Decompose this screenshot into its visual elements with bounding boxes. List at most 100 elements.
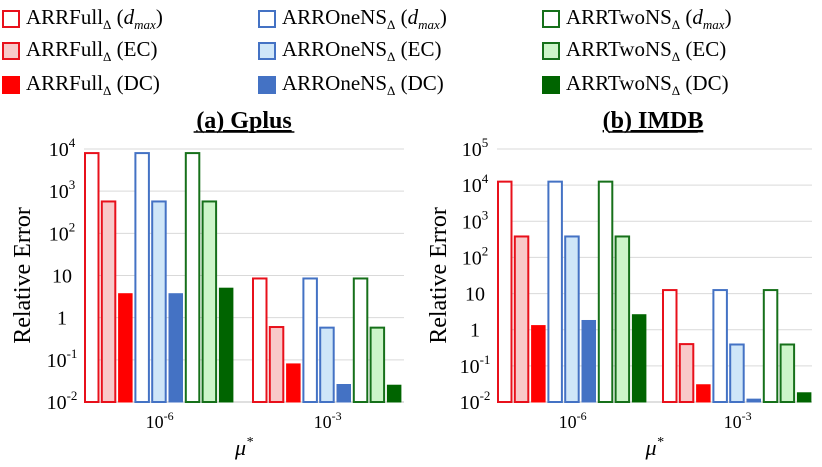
x-tick-exponent: -3	[332, 409, 342, 423]
legend-series-name: ARRTwoNS	[566, 70, 672, 95]
legend-paren: )	[155, 4, 163, 29]
y-axis-label: Relative Error	[426, 207, 452, 344]
x-tick-exponent: -6	[577, 409, 587, 423]
legend-series-name: ARRFull	[26, 4, 104, 29]
x-tick-base: 10	[559, 412, 577, 432]
legend-item: ARRFullΔ (EC)	[2, 36, 157, 66]
legend-item: ARRTwoNSΔ (DC)	[542, 70, 729, 100]
legend-swatch	[542, 76, 560, 94]
legend-variable: d	[692, 4, 703, 29]
y-tick-base: 1	[470, 320, 480, 342]
y-tick-base: 10	[465, 284, 485, 306]
legend-series-name: ARRFull	[26, 36, 104, 61]
y-tick-base: 10	[462, 211, 482, 233]
legend-variant: (EC)	[395, 36, 442, 61]
x-tick-label: 10-3	[314, 409, 342, 432]
bar	[678, 343, 695, 404]
bar	[336, 384, 351, 403]
bar	[547, 180, 563, 403]
y-tick-label: 102	[49, 219, 76, 245]
bar	[100, 200, 117, 403]
y-tick-base: 10	[52, 266, 72, 288]
bar	[134, 152, 150, 403]
legend-variable-subscript: max	[134, 17, 156, 33]
y-tick-exponent: 2	[69, 219, 76, 234]
chart-title: (b) IMDB	[603, 108, 704, 134]
legend-variable-subscript: max	[702, 17, 725, 33]
legend-variant: (EC)	[680, 36, 727, 61]
bar	[118, 293, 133, 403]
y-tick-exponent: 4	[69, 135, 76, 150]
y-tick-exponent: 5	[482, 135, 489, 150]
legend-subscript: Δ	[387, 17, 396, 33]
legend-subscript: Δ	[387, 83, 396, 99]
y-tick-exponent: 3	[69, 177, 76, 192]
y-tick-label: 1	[470, 320, 480, 342]
bar	[84, 152, 100, 403]
x-axis-label-base: μ	[234, 435, 246, 460]
bar	[386, 384, 402, 403]
bar	[513, 235, 530, 403]
legend-swatch	[542, 42, 560, 60]
x-tick-label: 10-6	[559, 409, 587, 432]
legend-swatch	[2, 42, 20, 60]
legend-series-name: ARROneNS	[282, 4, 388, 29]
y-tick-base: 10	[47, 392, 67, 414]
y-tick-base: 10	[460, 392, 480, 414]
legend-variable-subscript: max	[418, 17, 440, 33]
legend-variant: (DC)	[111, 70, 160, 95]
x-tick-label: 10-3	[724, 409, 752, 432]
y-tick-label: 104	[462, 171, 489, 197]
bar	[564, 235, 580, 403]
y-tick-exponent: -2	[67, 388, 78, 403]
y-tick-label: 10	[465, 284, 485, 306]
bar	[614, 235, 631, 403]
bar	[352, 277, 369, 403]
x-axis-label: μ*	[234, 435, 253, 460]
x-tick-exponent: -6	[164, 409, 174, 423]
y-tick-label: 10-1	[47, 346, 78, 372]
legend-series-name: ARRFull	[26, 70, 104, 95]
legend-item: ARRFullΔ (DC)	[2, 70, 160, 100]
legend-subscript: Δ	[103, 17, 112, 33]
legend-swatch	[2, 10, 20, 28]
y-tick-base: 10	[462, 175, 482, 197]
y-tick-base: 10	[462, 139, 482, 161]
x-tick-base: 10	[724, 412, 742, 432]
legend-item: ARRFullΔ (dmax)	[2, 4, 163, 34]
bar	[712, 289, 728, 403]
y-tick-base: 10	[49, 223, 69, 245]
bar	[597, 180, 614, 403]
bar	[184, 152, 201, 403]
legend-item: ARROneNSΔ (DC)	[258, 70, 444, 100]
legend-series-name: ARROneNS	[282, 70, 388, 95]
y-tick-exponent: -1	[67, 346, 78, 361]
bar	[631, 314, 647, 403]
bar	[286, 363, 301, 403]
legend-label: ARRFullΔ (DC)	[26, 71, 160, 99]
legend-label: ARRTwoNSΔ (EC)	[566, 37, 726, 65]
y-tick-base: 10	[462, 247, 482, 269]
x-axis-label-base: μ	[644, 435, 656, 460]
y-tick-label: 10	[52, 266, 72, 288]
bar	[168, 293, 183, 403]
bar	[531, 325, 546, 403]
legend-subscript: Δ	[671, 17, 681, 33]
legend-variant: (EC)	[111, 36, 158, 61]
y-tick-label: 10-2	[47, 388, 78, 414]
legend-subscript: Δ	[671, 83, 681, 99]
legend-label: ARRTwoNSΔ (dmax)	[566, 5, 732, 33]
y-tick-label: 105	[462, 135, 489, 161]
y-tick-label: 10-2	[460, 388, 491, 414]
chart-title: (a) Gplus	[196, 108, 291, 134]
y-tick-base: 10	[49, 139, 69, 161]
legend-paren: )	[724, 4, 732, 29]
y-tick-label: 102	[462, 243, 489, 269]
bar	[746, 398, 761, 403]
legend-swatch	[258, 76, 276, 94]
legend-paren: (	[680, 4, 693, 29]
legend-label: ARROneNSΔ (DC)	[282, 71, 444, 99]
x-axis-label-superscript: *	[657, 435, 664, 450]
y-tick-exponent: -1	[480, 352, 491, 367]
